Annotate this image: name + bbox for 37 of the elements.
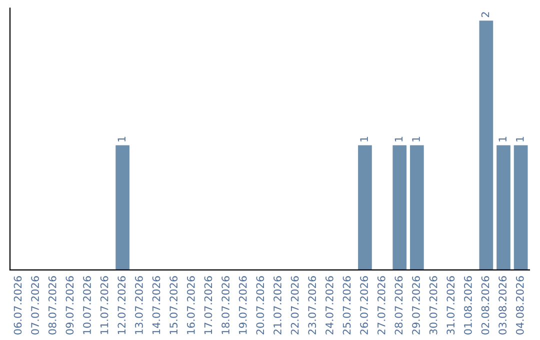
x-tick-label: 31.07.2026 [446, 276, 455, 334]
x-tick-label: 08.07.2026 [48, 276, 56, 334]
x-tick-label: 01.08.2026 [464, 276, 472, 334]
data-label: 1 [118, 136, 126, 142]
x-tick-label: 23.07.2026 [308, 276, 316, 334]
x-tick-label: 16.07.2026 [186, 276, 195, 334]
data-label: 1 [412, 136, 420, 142]
x-tick-label: 04.08.2026 [516, 276, 524, 334]
x-tick-label: 06.07.2026 [14, 276, 22, 334]
x-tick-label: 17.07.2026 [204, 276, 212, 334]
data-label: 1 [360, 136, 368, 142]
x-tick-label: 07.07.2026 [31, 276, 39, 334]
x-tick-label: 15.07.2026 [170, 276, 178, 334]
x-tick-label: 12.07.2026 [118, 276, 126, 334]
x-tick-label: 19.07.2026 [238, 276, 247, 334]
x-tick-label: 29.07.2026 [412, 276, 420, 334]
x-tick-label: 03.08.2026 [498, 276, 507, 334]
x-tick-label: 24.07.2026 [325, 276, 334, 334]
data-label: 2 [481, 12, 490, 18]
x-tick-label: 26.07.2026 [360, 276, 368, 334]
x-tick-label: 10.07.2026 [83, 276, 91, 334]
x-tick-label: 09.07.2026 [66, 276, 74, 334]
x-tick-label: 18.07.2026 [222, 276, 230, 334]
x-tick-label: 21.07.2026 [274, 276, 282, 334]
x-tick-label: 27.07.2026 [377, 276, 386, 334]
x-tick-label: 22.07.2026 [290, 276, 299, 334]
x-tick-label: 14.07.2026 [152, 276, 160, 334]
data-label: 1 [394, 136, 402, 142]
data-label: 1 [498, 136, 506, 142]
x-tick-label: 11.07.2026 [100, 276, 108, 334]
x-tick-label: 13.07.2026 [135, 276, 143, 334]
x-tick-label: 02.08.2026 [481, 276, 490, 334]
data-label: 1 [516, 136, 524, 142]
x-tick-label: 20.07.2026 [256, 276, 264, 334]
x-tick-label: 28.07.2026 [394, 276, 403, 334]
x-tick-label: 25.07.2026 [342, 276, 351, 334]
x-tick-label: 30.07.2026 [429, 276, 438, 334]
